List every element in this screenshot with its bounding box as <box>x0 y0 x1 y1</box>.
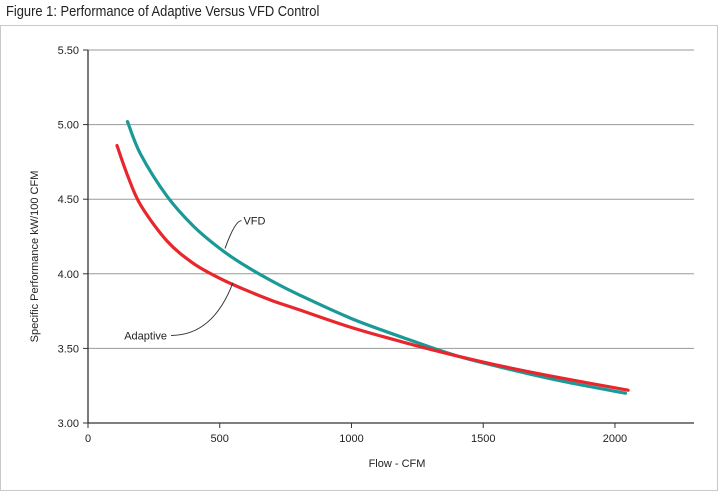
y-tick-label-4: 5.00 <box>58 120 79 132</box>
series-line-vfd <box>125 120 628 395</box>
y-tick-label-0: 3.00 <box>58 418 79 430</box>
annotation-leader-vfd <box>224 220 242 249</box>
x-tick-label-1: 500 <box>211 433 229 445</box>
annotation-leader-adaptive <box>171 282 234 336</box>
y-tick-label-3: 4.50 <box>58 194 79 206</box>
x-tick-label-2: 1000 <box>339 433 363 445</box>
series <box>115 120 630 395</box>
y-tick-label-5: 5.50 <box>58 45 79 57</box>
grid <box>88 49 694 349</box>
annotations: VFD Adaptive <box>124 216 265 343</box>
x-ticks: 0 500 1000 1500 2000 <box>85 423 627 445</box>
x-tick-label-4: 2000 <box>603 433 627 445</box>
figure-frame <box>0 25 718 491</box>
y-tick-label-2: 4.00 <box>58 269 79 281</box>
series-line-adaptive <box>115 143 630 392</box>
y-ticks: 3.00 3.50 4.00 4.50 5.00 5.50 <box>58 45 88 430</box>
annotation-label-adaptive: Adaptive <box>124 330 167 342</box>
axes <box>87 50 694 424</box>
x-tick-label-0: 0 <box>85 433 91 445</box>
figure-title: Figure 1: Performance of Adaptive Versus… <box>6 3 320 20</box>
y-tick-label-1: 3.50 <box>58 343 79 355</box>
x-tick-label-3: 1500 <box>471 433 495 445</box>
annotation-label-vfd: VFD <box>243 216 265 228</box>
y-axis-label: Specific Performance kW/100 CFM <box>29 171 41 343</box>
x-axis-label: Flow - CFM <box>369 458 426 470</box>
